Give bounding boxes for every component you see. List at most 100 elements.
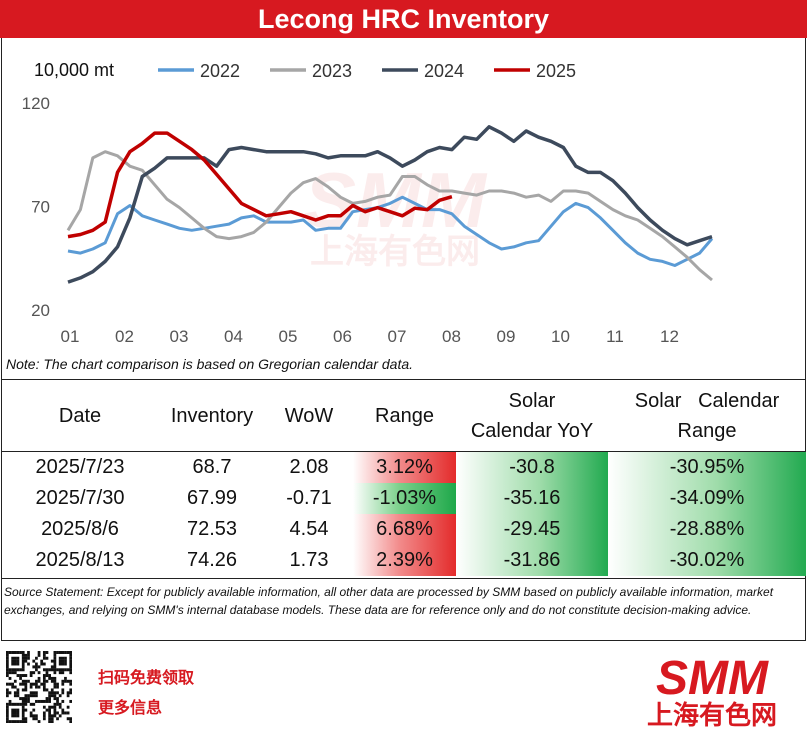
cell-range: 6.68% <box>353 514 456 545</box>
series-line-2023 <box>66 150 713 282</box>
qr-module <box>11 656 15 660</box>
qr-module <box>19 702 22 706</box>
qr-module <box>24 699 28 703</box>
qr-module <box>53 691 57 695</box>
qr-module <box>27 694 30 698</box>
qr-module <box>69 679 72 683</box>
qr-module <box>58 651 62 654</box>
qr-module <box>37 671 41 675</box>
qr-module <box>13 708 17 712</box>
qr-module <box>16 659 20 663</box>
qr-module <box>19 676 22 680</box>
qr-module <box>21 697 25 701</box>
cell-wow: 4.54 <box>289 518 329 540</box>
qr-module <box>6 662 9 666</box>
qr-module <box>11 659 15 663</box>
qr-module <box>56 651 59 654</box>
x-tick-label: 08 <box>442 327 461 346</box>
qr-module <box>13 651 17 654</box>
qr-module <box>61 699 65 703</box>
qr-module <box>6 688 9 692</box>
qr-module <box>19 668 22 672</box>
qr-module <box>13 711 17 715</box>
qr-module <box>69 665 72 669</box>
qr-module <box>11 711 15 715</box>
qr-module <box>35 694 38 698</box>
qr-module <box>6 705 9 709</box>
qr-module <box>64 659 67 663</box>
qr-module <box>58 705 62 709</box>
qr-module <box>6 691 9 695</box>
qr-module <box>13 662 17 666</box>
qr-code-icon[interactable] <box>6 651 72 723</box>
qr-module <box>32 659 36 663</box>
qr-module <box>6 674 9 678</box>
qr-module <box>53 714 57 718</box>
qr-module <box>45 688 49 692</box>
qr-module <box>13 685 17 689</box>
qr-module <box>32 671 36 675</box>
qr-module <box>53 662 57 666</box>
table-header-row: Date Inventory WoW Range Solar Calendar Y… <box>1 381 806 452</box>
qr-module <box>66 717 70 721</box>
qr-module <box>24 688 28 692</box>
qr-module <box>61 651 65 654</box>
qr-module <box>24 682 28 686</box>
qr-module <box>21 708 25 712</box>
qr-module <box>13 720 17 723</box>
qr-module <box>16 714 20 718</box>
qr-module <box>19 682 22 686</box>
qr-module <box>16 720 20 723</box>
qr-module <box>29 674 33 678</box>
qr-module <box>6 651 9 654</box>
qr-module <box>42 705 46 709</box>
qr-module <box>50 694 54 698</box>
qr-module <box>6 682 9 686</box>
qr-module <box>35 656 38 660</box>
qr-module <box>66 705 70 709</box>
qr-module <box>21 702 25 706</box>
qr-module <box>16 656 20 660</box>
qr-module <box>42 674 46 678</box>
qr-module <box>53 668 57 672</box>
qr-module <box>29 711 33 715</box>
qr-module <box>48 694 51 698</box>
qr-module <box>58 714 62 718</box>
qr-module <box>61 691 65 695</box>
qr-module <box>27 699 30 703</box>
qr-module <box>29 714 33 718</box>
qr-module <box>24 720 28 723</box>
cell-range: -1.03% <box>353 483 456 514</box>
qr-module <box>56 682 59 686</box>
header-range: Range <box>375 405 434 427</box>
qr-module <box>32 682 36 686</box>
qr-module <box>61 682 65 686</box>
qr-module <box>45 699 49 703</box>
cell-range: 2.39% <box>353 545 456 576</box>
cell-wow: 1.73 <box>289 549 329 571</box>
qr-module <box>11 685 15 689</box>
qr-module <box>53 682 57 686</box>
legend-label: 2022 <box>200 61 240 81</box>
qr-module <box>69 688 72 692</box>
qr-module <box>16 694 20 698</box>
cell-date: 2025/8/6 <box>41 518 119 540</box>
qr-module <box>35 682 38 686</box>
header-solar-range: Solar Calendar Range <box>608 381 806 452</box>
qr-module <box>6 653 9 657</box>
qr-module <box>45 651 49 654</box>
qr-module <box>45 697 49 701</box>
cell-solar-yoy: -35.16 <box>456 483 608 514</box>
qr-module <box>58 671 62 675</box>
qr-module <box>40 662 44 666</box>
x-tick-label: 03 <box>170 327 189 346</box>
table-row: 2025/8/6 72.53 4.54 6.68% -29.45 -28.88% <box>1 514 806 545</box>
qr-module <box>32 717 36 721</box>
qr-module <box>11 682 15 686</box>
cell-solar-range: -28.88% <box>608 514 806 545</box>
qr-module <box>16 668 20 672</box>
divider <box>1 578 806 579</box>
qr-module <box>42 717 46 721</box>
qr-module <box>6 702 9 706</box>
qr-module <box>27 697 30 701</box>
